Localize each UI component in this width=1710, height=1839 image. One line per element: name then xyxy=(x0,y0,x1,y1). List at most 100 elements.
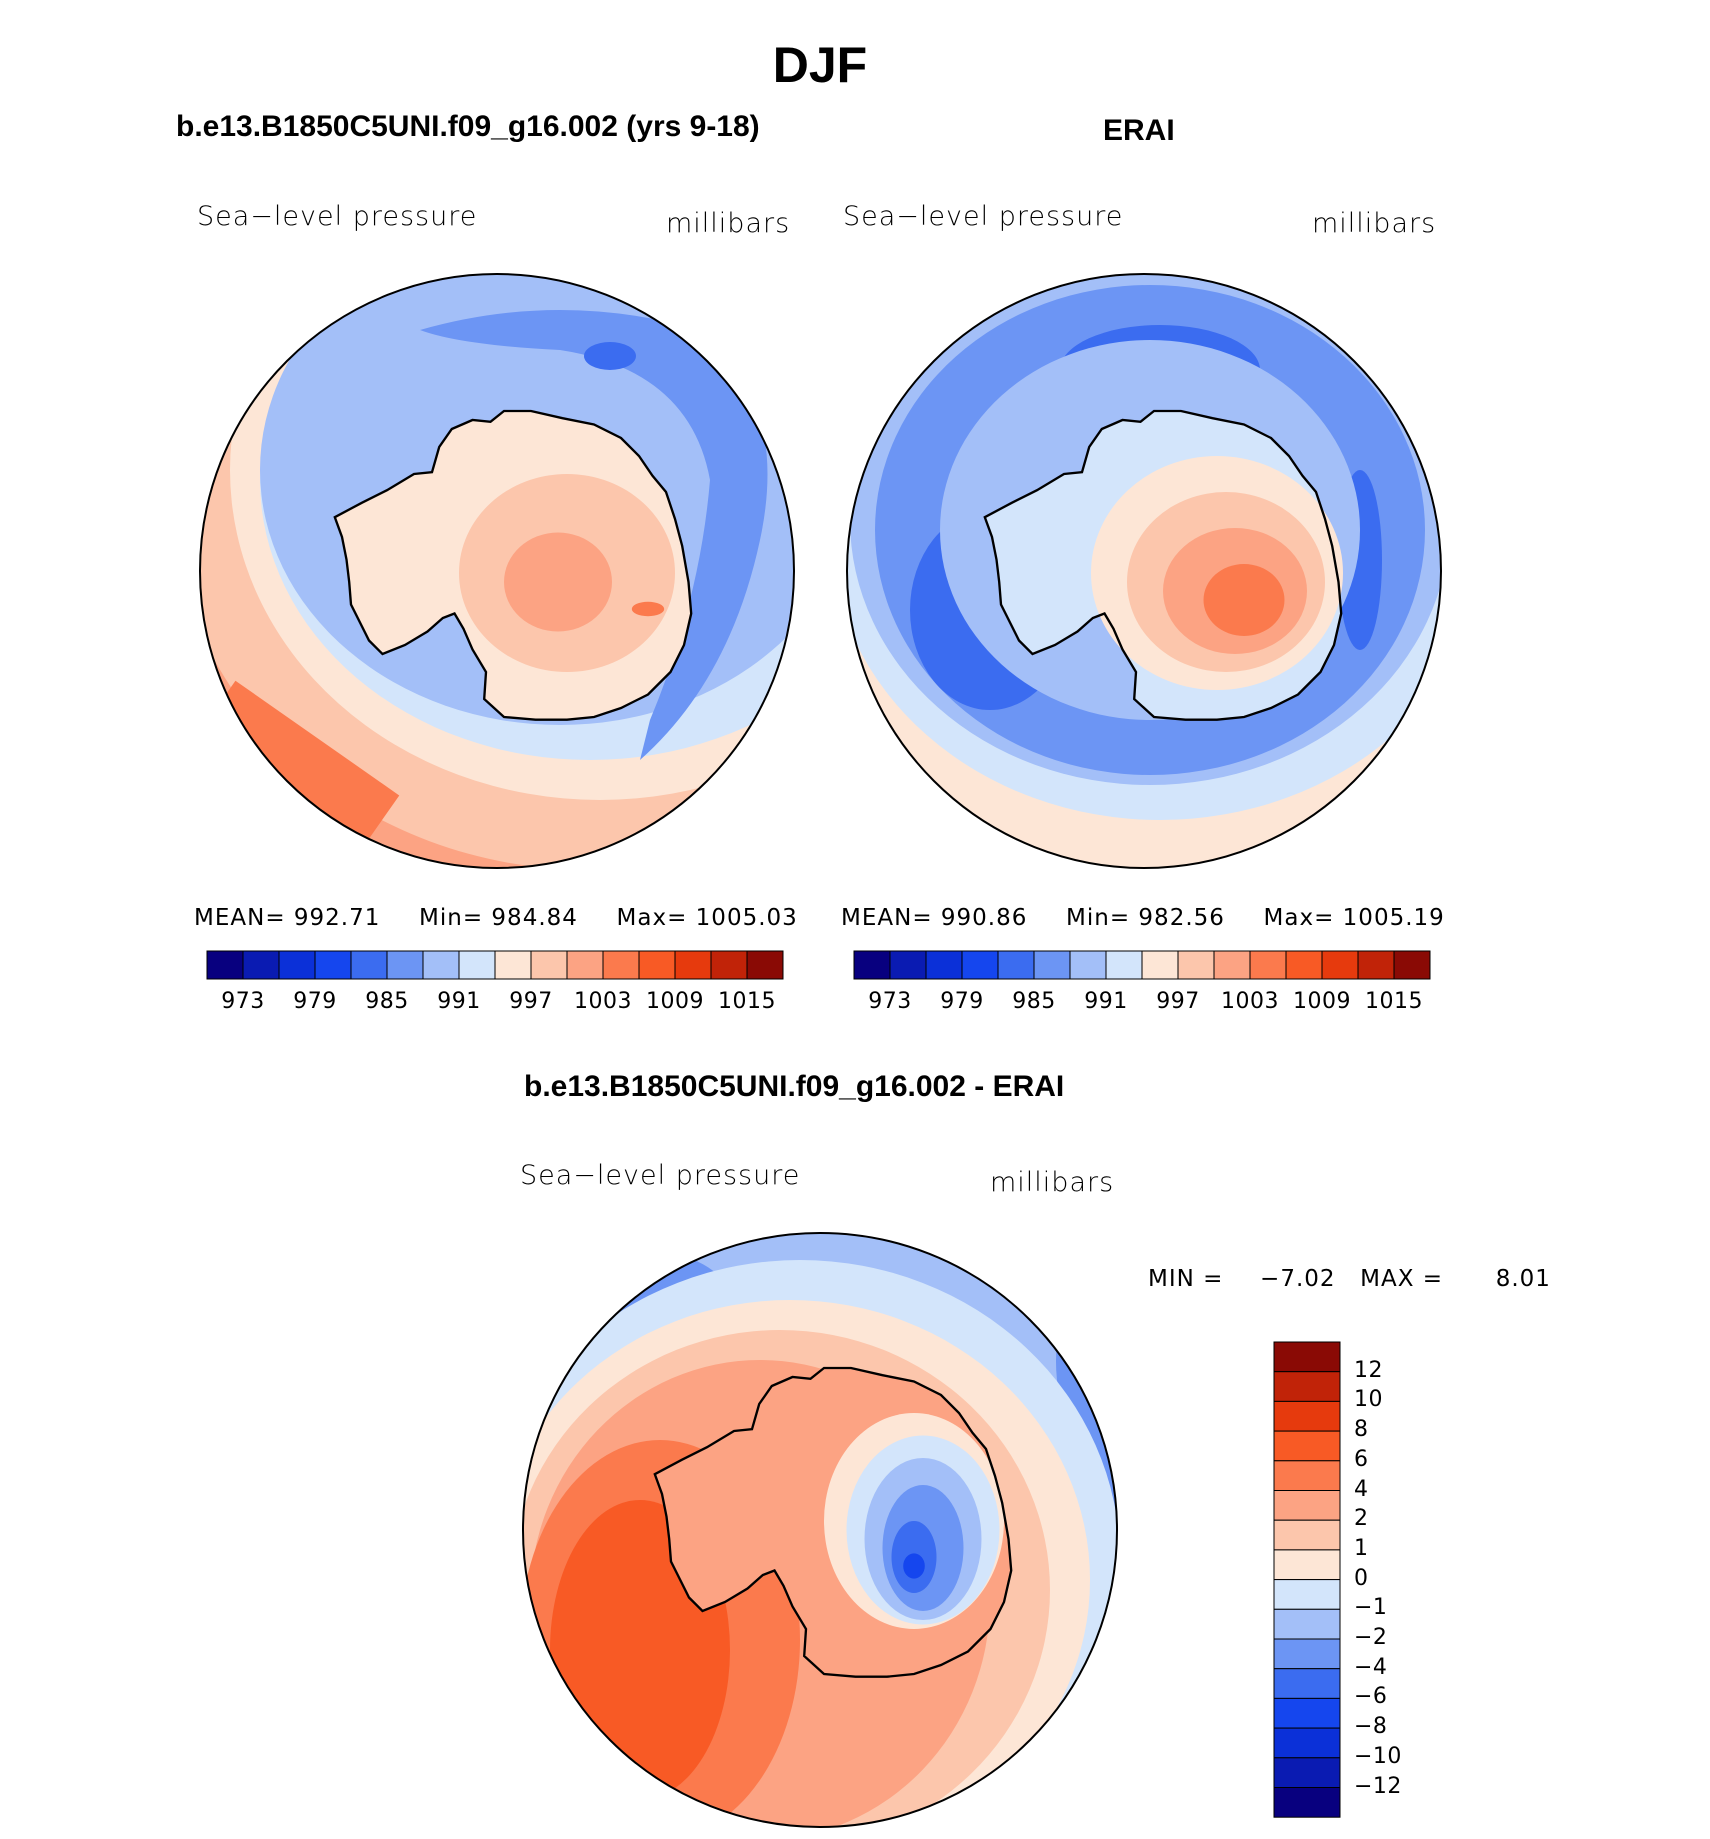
obs-colorbar-box xyxy=(1249,950,1287,980)
obs-colorbar-box xyxy=(961,950,999,980)
model-colorbar-tick: 997 xyxy=(509,989,553,1014)
obs-colorbar-tick: 1009 xyxy=(1293,989,1351,1014)
model-colorbar-tick: 1009 xyxy=(646,989,704,1014)
model-colorbar-box xyxy=(350,950,388,980)
diff-colorbar-box xyxy=(1273,1727,1341,1759)
diff-colorbar-box xyxy=(1273,1787,1341,1818)
obs-min-label: Min= xyxy=(1066,905,1131,931)
diff-colorbar-tick: −2 xyxy=(1354,1625,1388,1650)
model-colorbar-box xyxy=(530,950,568,980)
diff-colorbar-box xyxy=(1273,1608,1341,1640)
obs-colorbar-box xyxy=(1285,950,1323,980)
obs-colorbar-box xyxy=(925,950,963,980)
model-colorbar-tick: 1015 xyxy=(718,989,776,1014)
diff-colorbar-box xyxy=(1273,1579,1341,1610)
obs-stats: MEAN= 990.86 Min= 982.56 Max= 1005.19 xyxy=(841,905,1445,931)
diff-colorbar-box xyxy=(1273,1757,1341,1789)
diff-colorbar-box xyxy=(1273,1400,1341,1432)
obs-colorbar-tick: 973 xyxy=(868,989,912,1014)
model-min-value: 984.84 xyxy=(491,905,578,931)
model-colorbar-box xyxy=(710,950,748,980)
obs-colorbar-box xyxy=(1177,950,1215,980)
diff-colorbar xyxy=(1273,1341,1341,1818)
figure-title: DJF xyxy=(772,37,868,93)
model-colorbar-box xyxy=(242,950,280,980)
obs-colorbar-box xyxy=(1213,950,1251,980)
model-colorbar-box xyxy=(386,950,424,980)
model-colorbar-box xyxy=(422,950,460,980)
model-colorbar-box xyxy=(746,950,784,980)
diff-colorbar-box xyxy=(1273,1371,1341,1402)
obs-colorbar-tick: 979 xyxy=(940,989,984,1014)
diff-colorbar-box xyxy=(1273,1341,1341,1373)
model-max-label: Max= xyxy=(616,905,688,931)
obs-mean-value: 990.86 xyxy=(940,905,1028,931)
obs-colorbar-box xyxy=(1321,950,1359,980)
obs-units-label: millibars xyxy=(1312,208,1437,239)
diff-colorbar-tick: 2 xyxy=(1354,1506,1369,1532)
model-panel-title: b.e13.B1850C5UNI.f09_g16.002 (yrs 9-18) xyxy=(176,110,760,143)
diff-variable-label: Sea−level pressure xyxy=(520,1160,801,1191)
model-colorbar-box xyxy=(674,950,712,980)
diff-colorbar-tick: 6 xyxy=(1354,1446,1369,1472)
diff-colorbar-box xyxy=(1273,1430,1341,1462)
diff-colorbar-box xyxy=(1273,1490,1341,1521)
obs-colorbar-box xyxy=(1105,950,1143,980)
model-colorbar-box xyxy=(494,950,532,980)
obs-colorbar-tick: 997 xyxy=(1156,989,1200,1014)
obs-colorbar-box xyxy=(1357,950,1395,980)
diff-colorbar-tick: 1 xyxy=(1354,1535,1369,1561)
model-mean-label: MEAN= xyxy=(194,905,286,931)
model-colorbar xyxy=(206,950,784,980)
diff-units-label: millibars xyxy=(990,1167,1115,1198)
diff-colorbar-tick: −8 xyxy=(1354,1714,1388,1740)
model-colorbar-box xyxy=(602,950,640,980)
diff-colorbar-box xyxy=(1273,1519,1341,1551)
obs-map xyxy=(846,273,1442,869)
diff-max-label: MAX = xyxy=(1360,1266,1444,1292)
obs-colorbar-tick: 991 xyxy=(1084,989,1128,1014)
model-mean-value: 992.71 xyxy=(293,905,381,931)
obs-colorbar-box xyxy=(1141,950,1179,980)
model-colorbar-box xyxy=(278,950,316,980)
model-stats: MEAN= 992.71 Min= 984.84 Max= 1005.03 xyxy=(194,905,798,931)
diff-max-value: 8.01 xyxy=(1495,1266,1551,1292)
model-colorbar-tick: 973 xyxy=(221,989,265,1014)
obs-colorbar-box xyxy=(997,950,1035,980)
diff-colorbar-box xyxy=(1273,1697,1341,1729)
diff-colorbar-tick: 10 xyxy=(1354,1387,1383,1413)
diff-colorbar-box xyxy=(1273,1460,1341,1492)
obs-colorbar-tick: 985 xyxy=(1012,989,1056,1014)
obs-colorbar-box xyxy=(889,950,927,980)
obs-colorbar-box xyxy=(1033,950,1071,980)
diff-colorbar-tick: −10 xyxy=(1354,1743,1402,1769)
diff-min-value: −7.02 xyxy=(1260,1266,1336,1292)
model-colorbar-box xyxy=(314,950,352,980)
diff-colorbar-box xyxy=(1273,1549,1341,1581)
obs-colorbar xyxy=(853,950,1431,980)
obs-colorbar-box xyxy=(853,950,891,980)
obs-colorbar-box xyxy=(1069,950,1107,980)
diff-colorbar-tick: 0 xyxy=(1354,1565,1369,1591)
model-units-label: millibars xyxy=(666,208,791,239)
diff-colorbar-tick: −4 xyxy=(1354,1654,1388,1680)
obs-mean-label: MEAN= xyxy=(841,905,933,931)
model-colorbar-box xyxy=(638,950,676,980)
obs-max-value: 1005.19 xyxy=(1342,905,1445,931)
diff-panel-title: b.e13.B1850C5UNI.f09_g16.002 - ERAI xyxy=(524,1070,1065,1103)
model-max-value: 1005.03 xyxy=(695,905,798,931)
diff-minmax: MIN = −7.02 MAX = 8.01 xyxy=(1148,1266,1551,1292)
model-colorbar-box xyxy=(206,950,244,980)
obs-variable-label: Sea−level pressure xyxy=(843,201,1124,232)
obs-max-label: Max= xyxy=(1263,905,1335,931)
diff-colorbar-tick: 4 xyxy=(1354,1476,1369,1502)
model-colorbar-tick: 985 xyxy=(365,989,409,1014)
model-colorbar-tick: 991 xyxy=(437,989,481,1014)
obs-colorbar-box xyxy=(1393,950,1431,980)
diff-colorbar-tick: −1 xyxy=(1354,1595,1388,1621)
model-colorbar-tick: 1003 xyxy=(574,989,632,1014)
diff-min-label: MIN = xyxy=(1148,1266,1224,1292)
obs-min-value: 982.56 xyxy=(1138,905,1225,931)
diff-map xyxy=(522,1232,1118,1828)
